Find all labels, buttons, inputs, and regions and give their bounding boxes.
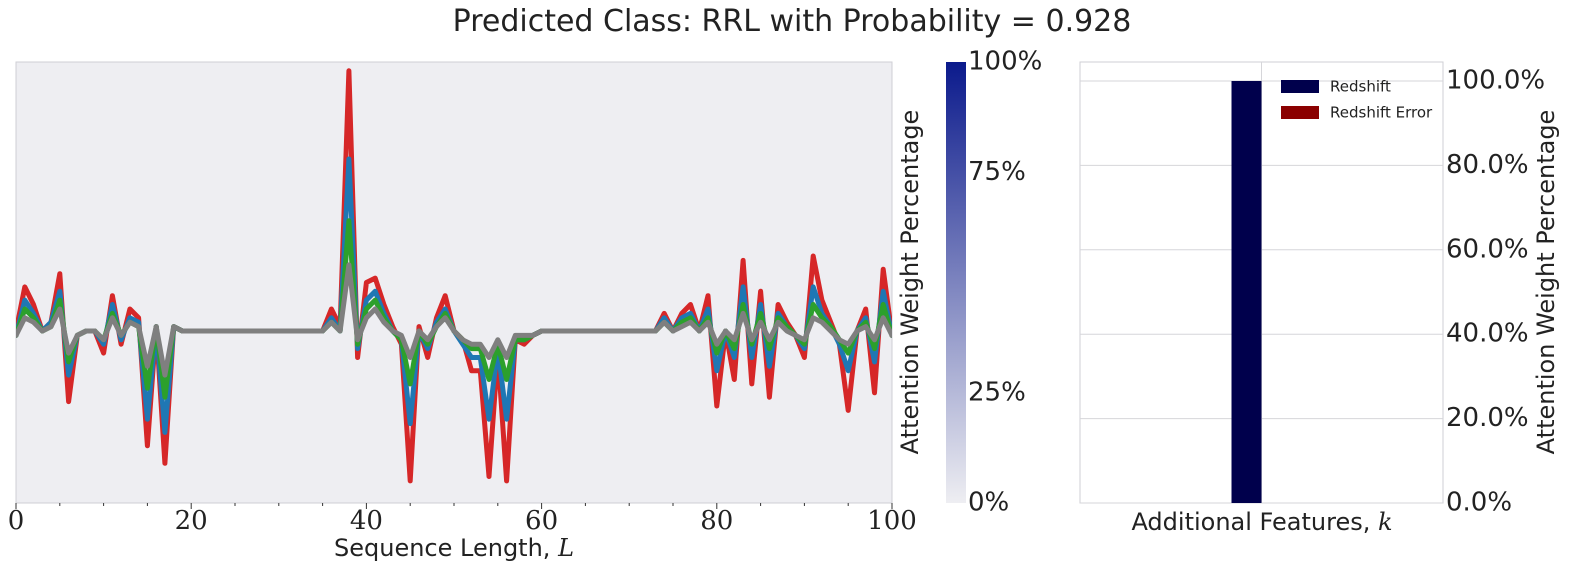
bar-x-axis-label-text: Additional Features,: [1131, 508, 1378, 536]
line-x-axis-label: Sequence Length, L: [334, 534, 574, 562]
bar-y-tick-label: 60.0%: [1446, 234, 1529, 264]
bar-legend: Redshift Redshift Error: [1281, 78, 1433, 122]
line-x-tick-label: 40: [350, 506, 383, 536]
bar-redshift: [1231, 80, 1262, 504]
line-series-group: [16, 68, 892, 484]
legend-swatch: [1281, 80, 1319, 93]
line-x-tick-label: 80: [700, 506, 733, 536]
chart-title: Predicted Class: RRL with Probability = …: [452, 4, 1132, 39]
legend-label: Redshift Error: [1330, 104, 1433, 122]
legend-swatch: [1281, 106, 1319, 119]
line-series-3: [16, 262, 892, 378]
bar-y-axis-label: Attention Weight Percentage: [1532, 110, 1560, 455]
legend-label: Redshift: [1330, 78, 1391, 96]
colorbar-tick-label: 0%: [968, 488, 1009, 518]
line-chart: 0 20 40 60 80 100 Sequence Length, L: [8, 61, 917, 562]
line-x-axis-label-var: L: [557, 534, 574, 562]
colorbar-ticks: 0% 25% 75% 100%: [968, 47, 1042, 518]
colorbar-tick-label: 75%: [968, 157, 1026, 187]
bar-y-tick-label: 80.0%: [1446, 150, 1529, 180]
line-x-axis-ticks: 0 20 40 60 80 100: [8, 503, 917, 536]
colorbar-label: Attention Weight Percentage: [896, 110, 924, 455]
bar-y-tick-label: 20.0%: [1446, 403, 1529, 433]
bar-y-axis-ticks: 0.0% 20.0% 40.0% 60.0% 80.0% 100.0%: [1446, 65, 1545, 517]
bar-marks: [1231, 80, 1262, 504]
line-x-tick-label: 0: [8, 506, 25, 536]
line-x-axis-label-text: Sequence Length,: [334, 534, 558, 562]
bar-y-tick-label: 40.0%: [1446, 319, 1529, 349]
line-x-tick-label: 60: [525, 506, 558, 536]
bar-x-axis-label-var: k: [1378, 508, 1393, 536]
colorbar-tick-label: 100%: [968, 47, 1042, 77]
colorbar-tick-label: 25%: [968, 377, 1026, 407]
bar-y-tick-label: 0.0%: [1446, 488, 1512, 518]
bar-y-tick-label: 100.0%: [1446, 65, 1545, 95]
bar-chart: 0.0% 20.0% 40.0% 60.0% 80.0% 100.0% Attention…: [1079, 61, 1560, 536]
colorbar-gradient: [946, 62, 966, 503]
line-x-tick-label: 20: [175, 506, 208, 536]
line-x-tick-label: 100: [867, 506, 917, 536]
bar-x-axis-label: Additional Features, k: [1131, 508, 1392, 536]
colorbar: 0% 25% 75% 100% Attention Weight Percentage: [896, 47, 1042, 518]
